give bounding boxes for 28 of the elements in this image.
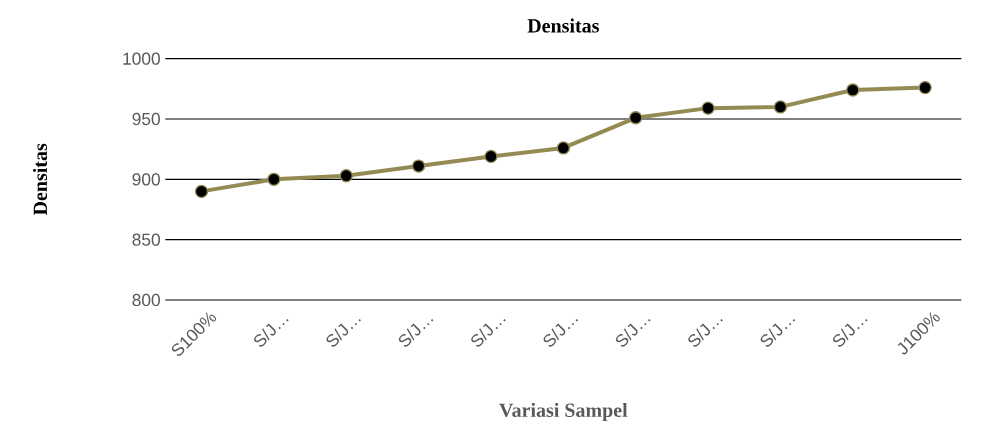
- point: [846, 83, 860, 97]
- y-tick-label: 850: [132, 233, 160, 246]
- x-tick-label: S/J…: [832, 319, 868, 347]
- x-tick-label: S/J…: [688, 319, 723, 347]
- point: [629, 111, 643, 125]
- point: [411, 159, 426, 173]
- x-tick-label: S/J…: [543, 319, 579, 347]
- y-tick-label: 950: [132, 112, 160, 126]
- x-tick-label: S/J…: [615, 319, 651, 347]
- y-tick-label: 1000: [123, 52, 160, 65]
- x-tick-label: S/J…: [471, 319, 506, 347]
- point: [918, 80, 932, 95]
- point: [194, 184, 209, 199]
- x-axis-title: Variasi Sampel: [499, 402, 628, 422]
- y-tick-label: 900: [132, 173, 160, 186]
- x-tick-label: S/J…: [326, 319, 361, 347]
- y-tick-label: 800: [132, 293, 160, 307]
- point: [701, 101, 715, 115]
- point: [773, 100, 788, 114]
- x-tick-label: S/J…: [398, 319, 434, 347]
- y-axis-title: Densitas: [32, 143, 48, 216]
- x-tick-label: S/J…: [760, 319, 796, 347]
- point: [484, 149, 498, 164]
- x-tick-label: S/J…: [254, 319, 289, 347]
- point: [556, 141, 570, 155]
- chart-title: Densitas: [527, 18, 599, 33]
- point: [267, 172, 281, 186]
- point: [339, 169, 353, 183]
